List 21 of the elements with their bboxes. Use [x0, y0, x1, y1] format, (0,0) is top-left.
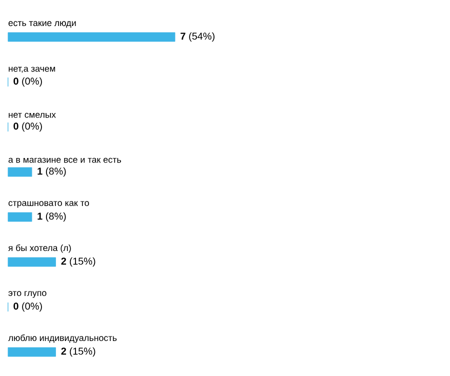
data-label: 1 (8%): [38, 167, 66, 177]
bar: [8, 167, 32, 177]
data-label: 7 (54%): [180, 32, 214, 42]
bar: [8, 347, 56, 357]
y-tick-label: это глупо: [8, 291, 46, 298]
data-label: 1 (8%): [38, 212, 66, 222]
bar: [8, 212, 32, 222]
data-label: 2 (15%): [61, 347, 96, 357]
bar: [8, 257, 56, 267]
y-tick-label: люблю индивидуальность: [8, 334, 117, 343]
y-tick-label: нет,а зачем: [8, 66, 56, 73]
data-label: 0 (0%): [14, 302, 42, 312]
y-tick-label: страшновато как то: [8, 201, 89, 208]
data-label: 0 (0%): [14, 122, 42, 132]
y-tick-label: нет смелых: [8, 112, 56, 118]
y-tick-label: я бы хотела (л): [8, 244, 71, 253]
data-label: 0 (0%): [14, 77, 42, 87]
data-label: 2 (15%): [61, 257, 96, 267]
y-tick-label: есть такие люди: [8, 21, 76, 28]
y-tick-label: а в магазине все и так есть: [8, 158, 122, 163]
bar: [8, 32, 176, 42]
